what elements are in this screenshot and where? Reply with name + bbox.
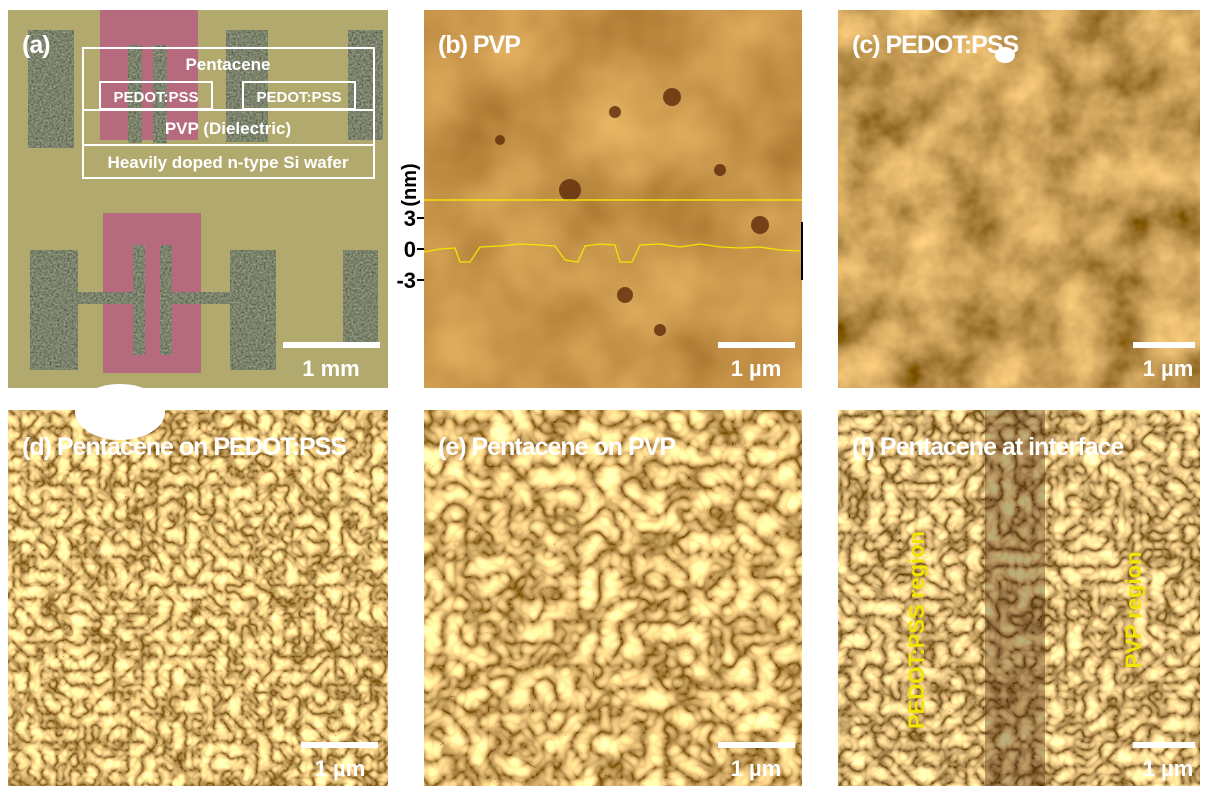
- region-annotation: PEDOT:PSS region: [904, 531, 929, 729]
- profile-ticks: 3 0 -3: [396, 206, 424, 293]
- scale-bar-label: 1 µm: [731, 356, 782, 381]
- profile-tick-label: -3: [396, 268, 416, 293]
- panel-e: (e) Pentacene on PVP 1 µm: [424, 410, 802, 786]
- layer-label: Pentacene: [185, 55, 270, 74]
- panel-c: (c) PEDOT:PSS 1 µm: [838, 10, 1200, 388]
- panel-label: (b) PVP: [438, 31, 520, 59]
- region-annotation: PVP region: [1121, 552, 1146, 669]
- panel-f: (f) Pentacene at interface PEDOT:PSS reg…: [838, 410, 1200, 786]
- layer-label: Heavily doped n-type Si wafer: [108, 153, 349, 172]
- afm-image: [8, 410, 388, 786]
- panel-label: (c) PEDOT:PSS: [852, 31, 1019, 59]
- scale-bar-label: 1 mm: [302, 356, 359, 381]
- scale-bar-label: 1 µm: [731, 756, 782, 781]
- scale-bar-label: 1 µm: [315, 756, 366, 781]
- scale-bar-label: 1 µm: [1143, 756, 1194, 781]
- afm-image: [424, 10, 802, 388]
- interface-band: [985, 410, 1045, 786]
- layer-label: PEDOT:PSS: [113, 89, 198, 106]
- panel-label: (a): [22, 31, 50, 59]
- profile-tick-label: 3: [404, 206, 416, 231]
- panel-label: (d) Pentacene on PEDOT:PSS: [22, 433, 346, 461]
- panel-a: (a) Pentacene PEDOT:PSS PEDOT:PSS PVP (D…: [8, 10, 388, 388]
- panel-label: (e) Pentacene on PVP: [438, 433, 675, 461]
- profile-axis-label: (nm): [399, 163, 421, 206]
- afm-image: [838, 10, 1200, 388]
- panel-b: (b) PVP (nm) 3 0 -3 1 µm: [396, 10, 802, 388]
- panel-d: (d) Pentacene on PEDOT:PSS 1 µm: [8, 384, 388, 786]
- particle: [75, 384, 165, 440]
- layer-label: PEDOT:PSS: [256, 89, 341, 106]
- figure: (a) Pentacene PEDOT:PSS PEDOT:PSS PVP (D…: [0, 0, 1205, 789]
- afm-image: [424, 410, 802, 786]
- layer-label: PVP (Dielectric): [165, 119, 291, 138]
- scale-bar-label: 1 µm: [1143, 356, 1194, 381]
- panel-label: (f) Pentacene at interface: [852, 433, 1124, 461]
- profile-tick-label: 0: [404, 237, 416, 262]
